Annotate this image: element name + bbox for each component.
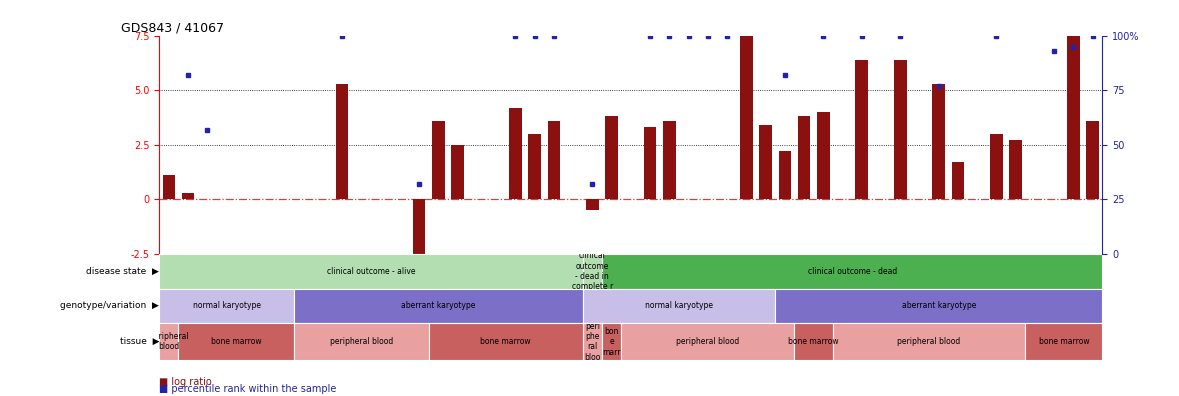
Bar	[605, 116, 618, 200]
Bar	[432, 121, 444, 200]
Bar	[1067, 14, 1080, 200]
Bar	[759, 125, 772, 200]
Text: disease state  ▶: disease state ▶	[86, 267, 159, 276]
Bar	[582, 254, 602, 289]
Bar	[951, 162, 964, 200]
Bar	[990, 134, 1003, 200]
Bar	[1026, 323, 1102, 360]
Bar	[159, 254, 582, 289]
Text: aberrant karyotype: aberrant karyotype	[902, 301, 976, 310]
Bar	[775, 289, 1102, 323]
Text: clinical outcome - dead: clinical outcome - dead	[808, 267, 897, 276]
Text: GDS843 / 41067: GDS843 / 41067	[121, 21, 224, 34]
Text: peripheral
blood: peripheral blood	[149, 332, 189, 351]
Bar	[602, 323, 621, 360]
Text: peripheral blood: peripheral blood	[676, 337, 739, 346]
Bar	[586, 200, 599, 210]
Text: peripheral blood: peripheral blood	[330, 337, 393, 346]
Text: bone marrow: bone marrow	[211, 337, 262, 346]
Bar	[429, 323, 582, 360]
Text: tissue  ▶: tissue ▶	[119, 337, 159, 346]
Bar	[547, 121, 560, 200]
Bar	[798, 116, 810, 200]
Bar	[663, 121, 676, 200]
Bar	[163, 175, 174, 200]
Bar	[528, 134, 541, 200]
Bar	[452, 145, 463, 200]
Text: bon
e
marr: bon e marr	[602, 327, 621, 356]
Bar	[817, 112, 830, 200]
Bar	[159, 289, 294, 323]
Bar	[159, 323, 178, 360]
Text: aberrant karyotype: aberrant karyotype	[401, 301, 475, 310]
Bar	[778, 151, 791, 200]
Text: normal karyotype: normal karyotype	[645, 301, 713, 310]
Bar	[294, 323, 429, 360]
Bar	[582, 289, 775, 323]
Text: genotype/variation  ▶: genotype/variation ▶	[60, 301, 159, 310]
Bar	[602, 254, 1102, 289]
Text: bone marrow: bone marrow	[789, 337, 839, 346]
Text: peripheral blood: peripheral blood	[897, 337, 961, 346]
Text: clinical outcome - alive: clinical outcome - alive	[327, 267, 415, 276]
Bar	[182, 193, 195, 200]
Text: clinical
outcome
- dead in
complete r: clinical outcome - dead in complete r	[572, 251, 613, 291]
Bar	[178, 323, 294, 360]
Bar	[894, 60, 907, 200]
Text: ■ percentile rank within the sample: ■ percentile rank within the sample	[159, 384, 336, 394]
Bar	[294, 289, 582, 323]
Bar	[933, 84, 946, 200]
Text: normal karyotype: normal karyotype	[192, 301, 261, 310]
Text: bone marrow: bone marrow	[1039, 337, 1089, 346]
Bar	[644, 128, 657, 200]
Text: bone marrow: bone marrow	[480, 337, 531, 346]
Bar	[856, 60, 868, 200]
Bar	[740, 36, 752, 200]
Bar	[795, 323, 832, 360]
Bar	[582, 323, 602, 360]
Bar	[621, 323, 795, 360]
Text: peri
phe
ral
bloo: peri phe ral bloo	[584, 322, 600, 362]
Text: ■ log ratio: ■ log ratio	[159, 377, 212, 387]
Bar	[832, 323, 1026, 360]
Bar	[1009, 141, 1022, 200]
Bar	[336, 84, 348, 200]
Bar	[413, 200, 426, 254]
Bar	[509, 108, 521, 200]
Bar	[1087, 121, 1099, 200]
